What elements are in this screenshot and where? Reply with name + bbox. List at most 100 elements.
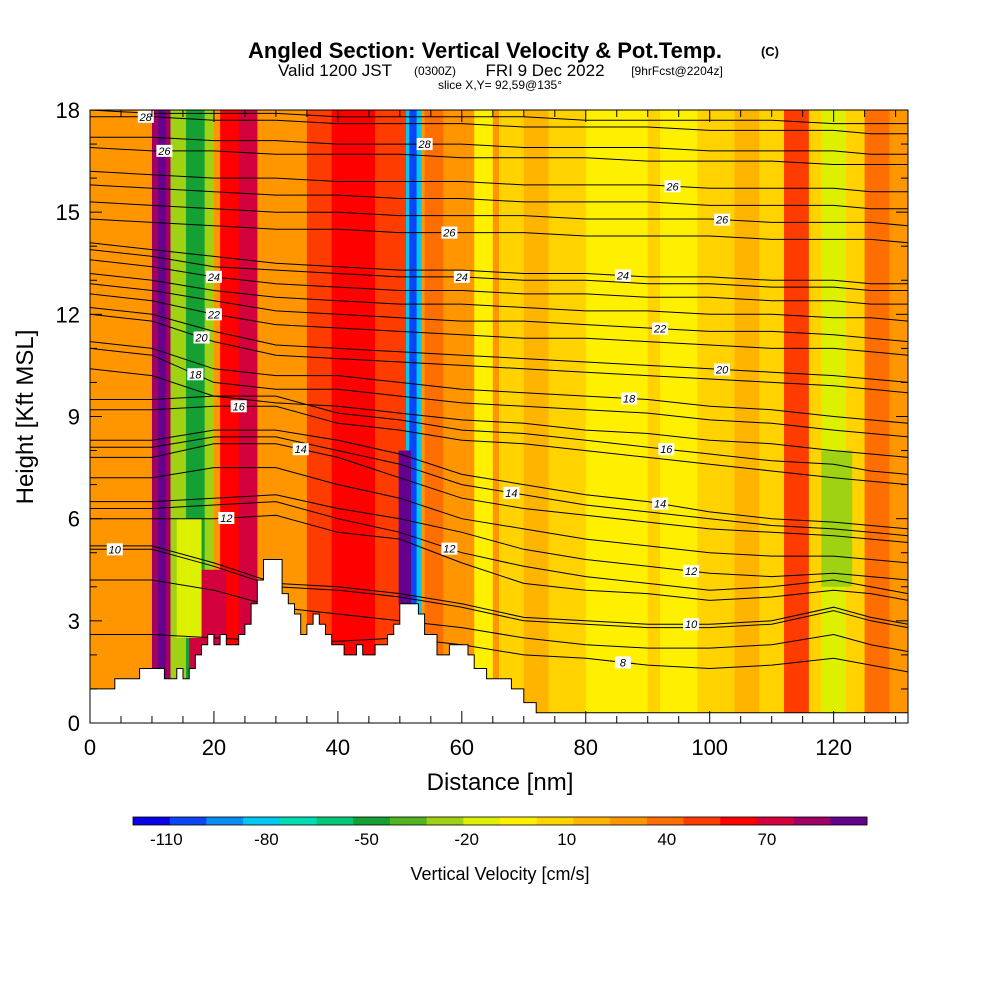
x-tick-label: 40 bbox=[326, 735, 350, 760]
isentrope-line-7 bbox=[90, 436, 908, 537]
isentrope-line-19 bbox=[90, 242, 908, 285]
colorbar-tick-label: -110 bbox=[150, 830, 183, 849]
colorbar-swatch bbox=[536, 817, 574, 825]
colorbar-swatch bbox=[389, 817, 428, 825]
velocity-band-6 bbox=[238, 110, 258, 723]
isentrope-line-17 bbox=[90, 259, 908, 305]
x-tick-label: 120 bbox=[815, 735, 852, 760]
isentrope-label-16: 22 bbox=[652, 322, 669, 336]
colorbar-swatch bbox=[793, 817, 831, 825]
velocity-band-18 bbox=[784, 110, 809, 723]
isentrope-label-bg bbox=[187, 368, 204, 381]
x-tick-label: 80 bbox=[574, 735, 598, 760]
isentrope-line-29 bbox=[90, 368, 908, 458]
isentrope-label-text: 28 bbox=[418, 139, 432, 151]
isentrope-label-13: 20 bbox=[193, 331, 210, 344]
isentrope-line-25 bbox=[90, 136, 908, 155]
colorbar-ticks: -110 -80 -50 -20 10 40 70 bbox=[150, 830, 776, 849]
colorbar-swatch bbox=[756, 817, 795, 825]
isentrope-label-bg bbox=[137, 110, 154, 123]
isentrope-label-17: 24 bbox=[205, 270, 222, 284]
isentrope-label-text: 22 bbox=[653, 324, 666, 336]
isentrope-line-10 bbox=[90, 395, 908, 475]
y-tick-label: 0 bbox=[68, 711, 80, 736]
colorbar-swatch bbox=[426, 817, 464, 825]
isentrope-line-1 bbox=[90, 548, 908, 629]
isentrope-label-bg bbox=[106, 543, 123, 556]
isentrope-label-22: 26 bbox=[156, 144, 173, 158]
isentrope-label-5: 12 bbox=[683, 565, 700, 578]
isentrope-line-13 bbox=[90, 313, 908, 394]
isentrope-label-text: 12 bbox=[685, 566, 697, 578]
y-axis-title: Height [Kft MSL] bbox=[12, 330, 39, 505]
velocity-band-2 bbox=[158, 110, 166, 723]
colorbar-swatch bbox=[720, 817, 758, 825]
colorbar-tick-label: 70 bbox=[757, 830, 776, 849]
isentrope-line-8 bbox=[90, 429, 908, 530]
isentrope-label-6: 14 bbox=[292, 443, 309, 456]
isentrope-label-bg bbox=[218, 511, 235, 524]
isentrope-label-11: 18 bbox=[187, 368, 204, 381]
colorbar-swatch bbox=[243, 817, 281, 825]
colorbar bbox=[132, 816, 868, 826]
isentrope-line-11 bbox=[90, 347, 908, 438]
isentrope-line-20 bbox=[90, 218, 908, 244]
isentrope-line-2 bbox=[90, 545, 908, 625]
isentrope-line-21 bbox=[90, 201, 908, 227]
isentrope-label-bg bbox=[193, 331, 210, 344]
isentrope-label-text: 26 bbox=[157, 146, 171, 158]
colorbar-tick-label: -20 bbox=[454, 830, 479, 849]
isentrope-label-bg bbox=[441, 226, 458, 239]
isentrope-line-31 bbox=[90, 579, 908, 652]
forecast-label: [9hrFcst@2204z] bbox=[631, 64, 723, 78]
isentrope-label-text: 24 bbox=[616, 271, 629, 283]
colorbar-swatch bbox=[316, 817, 354, 825]
x-tick-label: 20 bbox=[202, 735, 226, 760]
isentrope-label-bg bbox=[664, 180, 681, 193]
isentrope-label-bg bbox=[441, 542, 458, 555]
velocity-band-24 bbox=[821, 450, 853, 587]
isentrope-label-text: 10 bbox=[109, 544, 122, 556]
isentrope-label-text: 26 bbox=[665, 181, 679, 193]
isentrope-label-text: 8 bbox=[620, 657, 627, 669]
isentrope-line-30 bbox=[90, 467, 908, 564]
isentrope-label-3: 12 bbox=[218, 511, 235, 525]
valid-utc-label: (0300Z) bbox=[414, 64, 456, 78]
isentrope-label-7: 14 bbox=[503, 486, 520, 500]
y-tick-label: 15 bbox=[56, 200, 80, 225]
isentrope-line-16 bbox=[90, 283, 908, 343]
isentrope-line-27 bbox=[90, 184, 908, 210]
chart-title-unit: (C) bbox=[761, 44, 779, 59]
isentrope-label-bg bbox=[416, 138, 433, 151]
isentrope-label-1: 10 bbox=[106, 543, 123, 556]
y-tick-label: 3 bbox=[68, 609, 80, 634]
isentrope-line-0 bbox=[90, 634, 908, 673]
velocity-band-10 bbox=[409, 110, 417, 723]
colorbar-title: Vertical Velocity [cm/s] bbox=[410, 864, 589, 884]
isentrope-label-19: 24 bbox=[614, 269, 631, 283]
isentrope-label-bg bbox=[683, 618, 700, 631]
y-tick-label: 9 bbox=[68, 405, 80, 430]
isentrope-line-23 bbox=[90, 170, 908, 193]
isentrope-label-bg bbox=[714, 363, 731, 376]
isentrope-line-4 bbox=[90, 501, 908, 595]
isentrope-label-bg bbox=[156, 144, 173, 157]
isentrope-label-layer: 8 10 10 12 12 12 14 14 14 16 16 18 18 20 20 22 22 24 24 24 2… bbox=[106, 110, 731, 669]
isentrope-line-22 bbox=[90, 147, 908, 165]
velocity-band-15 bbox=[585, 110, 648, 723]
isentrope-line-14 bbox=[90, 307, 908, 383]
velocity-band-23 bbox=[176, 518, 202, 638]
isentrope-label-2: 10 bbox=[683, 618, 700, 631]
isentrope-label-10: 16 bbox=[658, 443, 675, 456]
colorbar-tick-label: -50 bbox=[354, 830, 379, 849]
velocity-band-22 bbox=[398, 450, 412, 604]
isentrope-label-bg bbox=[503, 486, 520, 499]
y-axis: 0 3 6 9 12 15 18 bbox=[56, 98, 908, 736]
isentrope-label-12: 18 bbox=[621, 392, 638, 405]
isentrope-label-9: 16 bbox=[230, 400, 247, 413]
isentrope-line-24 bbox=[90, 116, 908, 135]
terrain-profile bbox=[90, 559, 908, 723]
isentrope-label-4: 12 bbox=[441, 542, 458, 556]
isentrope-label-23: 26 bbox=[664, 180, 681, 193]
chart-title-block: Angled Section: Vertical Velocity & Pot.… bbox=[248, 38, 779, 92]
